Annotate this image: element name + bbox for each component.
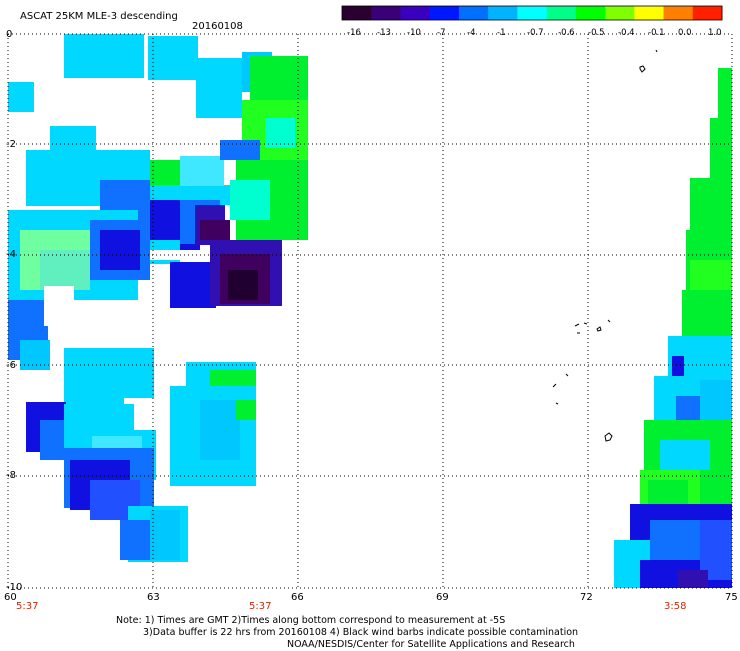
colorbar-tick-label: -0.6 bbox=[558, 28, 575, 38]
x-tick-4: 72 bbox=[580, 592, 593, 603]
note-line-2: 3)Data buffer is 22 hrs from 20160108 4)… bbox=[143, 627, 579, 638]
map-title: ASCAT 25KM MLE-3 descending bbox=[20, 11, 178, 22]
colorbar-segment bbox=[605, 6, 635, 20]
swath-cell bbox=[228, 270, 258, 300]
colorbar-segment bbox=[429, 6, 460, 20]
island-2 bbox=[655, 49, 658, 53]
colorbar-tick-label: -10 bbox=[407, 28, 421, 38]
colorbar-segment bbox=[634, 6, 665, 20]
swath-cell bbox=[180, 156, 224, 186]
colorbar-tick-label: 1.0 bbox=[708, 28, 722, 38]
swath-cell bbox=[148, 36, 198, 80]
y-tick-4: -8 bbox=[6, 470, 16, 481]
y-tick-3: -6 bbox=[6, 360, 16, 371]
y-tick-2: -4 bbox=[6, 249, 16, 260]
x-axis-labels: 60 63 66 69 72 75 bbox=[4, 592, 738, 603]
note-line-3: NOAA/NESDIS/Center for Satellite Applica… bbox=[287, 639, 575, 650]
island-4 bbox=[596, 319, 611, 332]
colorbar-segment bbox=[546, 6, 577, 20]
data-swath bbox=[8, 34, 732, 588]
colorbar-tick-label: -16 bbox=[347, 28, 361, 38]
x-tick-2: 66 bbox=[291, 592, 304, 603]
colorbar-tick-label: 0.0 bbox=[678, 28, 692, 38]
colorbar-segment bbox=[517, 6, 548, 20]
colorbar-tick-label: -0.5 bbox=[588, 28, 605, 38]
pass-time-3: 3:58 bbox=[664, 601, 686, 612]
x-tick-0: 60 bbox=[4, 592, 17, 603]
swath-cell bbox=[40, 250, 90, 290]
swath-gap bbox=[44, 286, 74, 326]
swath-cell bbox=[660, 440, 710, 470]
colorbar-segment bbox=[458, 6, 489, 20]
colorbar-tick-label: -1 bbox=[497, 28, 505, 38]
colorbar-tick-label: -4 bbox=[467, 28, 475, 38]
swath-cell bbox=[718, 68, 732, 128]
x-tick-3: 69 bbox=[436, 592, 449, 603]
island-5 bbox=[552, 373, 569, 405]
colorbar-tick-label: -7 bbox=[437, 28, 445, 38]
swath-cell bbox=[220, 140, 260, 160]
pass-time-1: 5:37 bbox=[16, 601, 38, 612]
colorbar-tick-label: -13 bbox=[377, 28, 391, 38]
y-tick-5: -10 bbox=[6, 582, 22, 593]
y-tick-0: 0 bbox=[6, 29, 12, 40]
x-tick-1: 63 bbox=[147, 592, 160, 603]
colorbar-segment bbox=[692, 6, 723, 20]
colorbar-segment bbox=[488, 6, 518, 20]
swath-cell bbox=[200, 220, 230, 240]
swath-cell bbox=[230, 180, 270, 220]
swath-cell bbox=[265, 118, 295, 148]
coastlines bbox=[552, 49, 658, 442]
island-3 bbox=[574, 322, 588, 334]
colorbar-segment bbox=[371, 6, 401, 20]
swath-cell bbox=[100, 230, 140, 270]
island-1 bbox=[639, 65, 646, 73]
swath-cell bbox=[678, 570, 708, 588]
colorbar-tick-label: -0.1 bbox=[648, 28, 665, 38]
colorbar-segment bbox=[575, 6, 606, 20]
island-6 bbox=[604, 432, 613, 442]
swath-cell bbox=[170, 262, 216, 308]
colorbar-segment bbox=[663, 6, 694, 20]
pass-time-2: 5:37 bbox=[249, 601, 271, 612]
swath-cell bbox=[200, 400, 240, 460]
colorbar-tick-label: -0.7 bbox=[527, 28, 544, 38]
swath-cell bbox=[236, 400, 256, 420]
swath-cell bbox=[8, 82, 34, 112]
colorbar: -16 -13 -10 -7 -4 -1 -0.7 -0.6 -0.5 -0.4 -0.1 0.0 1.… bbox=[341, 5, 723, 38]
y-tick-1: -2 bbox=[6, 139, 16, 150]
y-axis-labels: 0 -2 -4 -6 -8 -10 bbox=[6, 29, 22, 593]
pass-times: 5:37 5:37 3:58 bbox=[16, 601, 686, 612]
colorbar-segment bbox=[342, 6, 372, 20]
swath-cell bbox=[64, 34, 144, 78]
swath-cell bbox=[690, 178, 732, 238]
swath-cell bbox=[150, 510, 180, 560]
map-date: 20160108 bbox=[192, 21, 243, 32]
swath-cell bbox=[650, 520, 700, 560]
swath-cell bbox=[150, 160, 180, 186]
x-tick-5: 75 bbox=[725, 592, 738, 603]
note-line-1: Note: 1) Times are GMT 2)Times along bot… bbox=[116, 615, 506, 626]
colorbar-segment bbox=[400, 6, 431, 20]
colorbar-tick-label: -0.4 bbox=[618, 28, 635, 38]
swath-cell bbox=[196, 58, 242, 118]
grid bbox=[7, 33, 733, 589]
